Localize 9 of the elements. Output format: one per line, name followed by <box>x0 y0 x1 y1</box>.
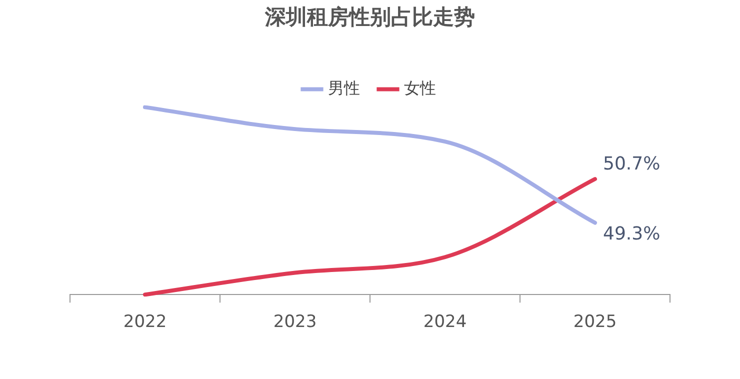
data-label: 49.3% <box>603 223 660 244</box>
legend-label: 女性 <box>404 78 436 98</box>
chart-title: 深圳租房性别占比走势 <box>264 5 475 30</box>
legend-label: 男性 <box>328 78 360 98</box>
x-tick-label: 2023 <box>273 312 317 332</box>
x-tick-label: 2022 <box>123 312 167 332</box>
x-tick-label: 2025 <box>573 312 617 332</box>
x-tick-label: 2024 <box>423 312 467 332</box>
data-label: 50.7% <box>603 154 660 175</box>
